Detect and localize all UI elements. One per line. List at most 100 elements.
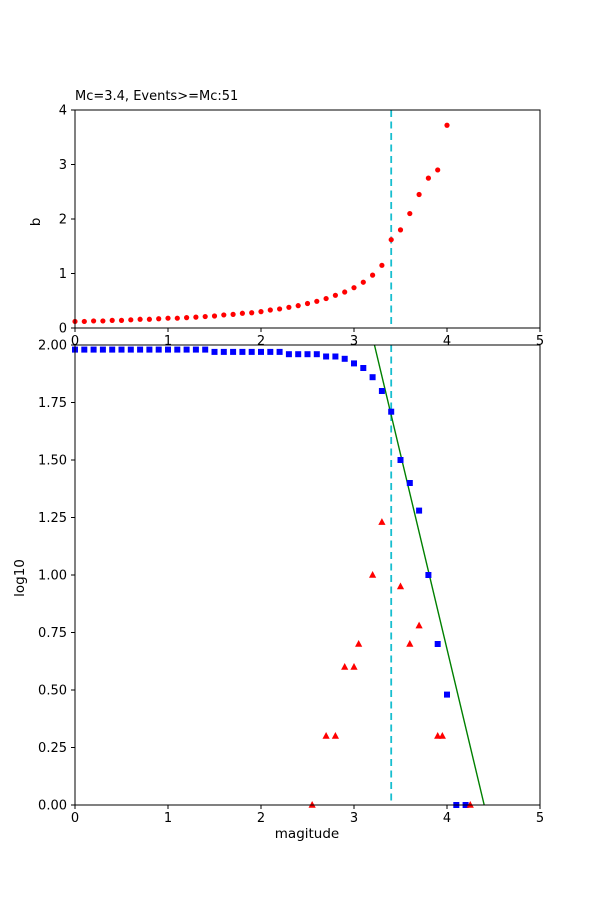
x-tick-label: 4 — [443, 811, 451, 826]
b-values-marker — [286, 304, 292, 310]
b-values-marker — [277, 306, 283, 312]
b-values-marker — [81, 318, 87, 325]
bin-counts-marker — [434, 732, 442, 739]
x-tick-label: 2 — [257, 811, 265, 826]
b-values-marker — [118, 317, 125, 323]
cumulative-counts-marker — [397, 457, 404, 463]
y-tick-label: 1.50 — [38, 454, 67, 469]
cumulative-counts-marker — [239, 348, 246, 355]
cumulative-counts-marker — [369, 374, 376, 381]
cumulative-counts-marker — [174, 346, 181, 353]
cumulative-counts-marker — [118, 346, 125, 353]
cumulative-counts-marker — [165, 346, 171, 353]
bin-counts-marker — [406, 640, 414, 647]
top-y-axis-label: b — [28, 218, 44, 227]
chart-render-layer: 0 1 2 3 4 5 0 1 2 3 4 0 1 2 3 4 5 0.00 0.25 0.50 0.75 1.00 1.2… — [38, 104, 544, 827]
top-axes-frame — [74, 109, 541, 329]
x-tick-label: 1 — [164, 811, 172, 826]
cumulative-counts-marker — [295, 351, 302, 358]
cumulative-counts-marker — [341, 355, 348, 362]
b-values-marker — [304, 300, 311, 307]
cumulative-counts-marker — [109, 346, 116, 353]
b-values-marker — [202, 313, 208, 320]
b-values-marker — [397, 227, 404, 233]
b-values-marker — [174, 315, 180, 321]
y-tick-label: 2.00 — [38, 339, 67, 354]
bin-counts-marker — [378, 518, 386, 525]
b-values-marker — [128, 317, 134, 323]
x-tick-label: 5 — [536, 334, 544, 349]
b-values-marker — [267, 307, 273, 313]
cumulative-counts-marker — [425, 572, 432, 578]
bin-counts-marker — [369, 571, 377, 578]
b-values-marker — [425, 175, 431, 181]
b-values-marker — [388, 237, 394, 243]
b-values-marker — [211, 313, 218, 319]
cumulative-counts-marker — [434, 641, 441, 647]
x-axis-label: magitude — [275, 826, 339, 842]
bin-counts-marker — [415, 621, 423, 629]
cumulative-counts-marker — [146, 346, 153, 353]
y-tick-label: 0.00 — [38, 799, 67, 814]
b-values-marker — [360, 279, 366, 285]
cumulative-counts-marker — [276, 348, 283, 355]
x-tick-label: 3 — [350, 811, 358, 826]
cumulative-counts-marker — [351, 360, 357, 367]
y-tick-label: 0 — [59, 322, 67, 337]
b-values-marker — [416, 191, 422, 198]
cumulative-counts-marker — [360, 365, 367, 371]
bin-counts-marker — [355, 640, 363, 647]
bin-counts-marker — [331, 732, 339, 739]
cumulative-counts-marker — [230, 348, 237, 355]
x-tick-label: 0 — [71, 811, 79, 826]
cumulative-counts-marker — [258, 348, 264, 355]
b-values-marker — [221, 312, 227, 318]
b-values-marker — [109, 317, 115, 323]
y-tick-label: 1.00 — [38, 569, 67, 584]
b-values-marker — [146, 316, 152, 322]
cumulative-counts-marker — [202, 346, 209, 353]
y-tick-label: 1 — [59, 267, 67, 282]
cumulative-counts-marker — [267, 348, 274, 355]
cumulative-counts-marker — [406, 480, 413, 486]
y-tick-label: 3 — [59, 158, 67, 173]
bin-counts-marker — [466, 801, 474, 808]
y-tick-label: 2 — [59, 213, 67, 228]
bin-counts-marker — [341, 663, 349, 670]
cumulative-counts-marker — [285, 351, 292, 358]
y-tick-label: 1.25 — [38, 511, 67, 526]
y-tick-label: 1.75 — [38, 396, 67, 411]
y-tick-label: 0.50 — [38, 684, 67, 699]
b-values-marker — [370, 272, 376, 278]
bottom-axes-frame — [74, 344, 541, 806]
bin-counts-marker — [322, 732, 330, 739]
b-values-marker — [184, 315, 190, 321]
cumulative-counts-marker — [192, 346, 199, 353]
cumulative-counts-marker — [248, 348, 255, 355]
cumulative-counts-marker — [304, 351, 311, 358]
chart-title: Mc=3.4, Events>=Mc:51 — [75, 89, 238, 104]
cumulative-counts-marker — [211, 348, 218, 355]
b-values-marker — [351, 285, 357, 291]
b-values-marker — [165, 315, 171, 321]
bin-counts-marker — [308, 801, 316, 808]
y-tick-label: 0.75 — [38, 626, 67, 641]
b-values-marker — [156, 316, 162, 322]
cumulative-counts-marker — [99, 346, 106, 353]
x-tick-label: 1 — [164, 334, 172, 349]
cumulative-counts-marker — [183, 346, 190, 353]
x-tick-label: 5 — [536, 811, 544, 826]
x-tick-label: 3 — [350, 334, 358, 349]
cumulative-counts-marker — [332, 353, 339, 360]
x-tick-label: 0 — [71, 334, 79, 349]
x-tick-label: 2 — [257, 334, 265, 349]
cumulative-counts-marker — [90, 346, 97, 353]
cumulative-counts-marker — [444, 691, 450, 698]
cumulative-counts-marker — [137, 346, 144, 353]
b-values-marker — [91, 318, 97, 324]
cumulative-counts-marker — [416, 507, 423, 514]
b-values-marker — [100, 318, 106, 324]
cumulative-counts-marker — [127, 346, 134, 353]
b-values-marker — [258, 309, 264, 315]
